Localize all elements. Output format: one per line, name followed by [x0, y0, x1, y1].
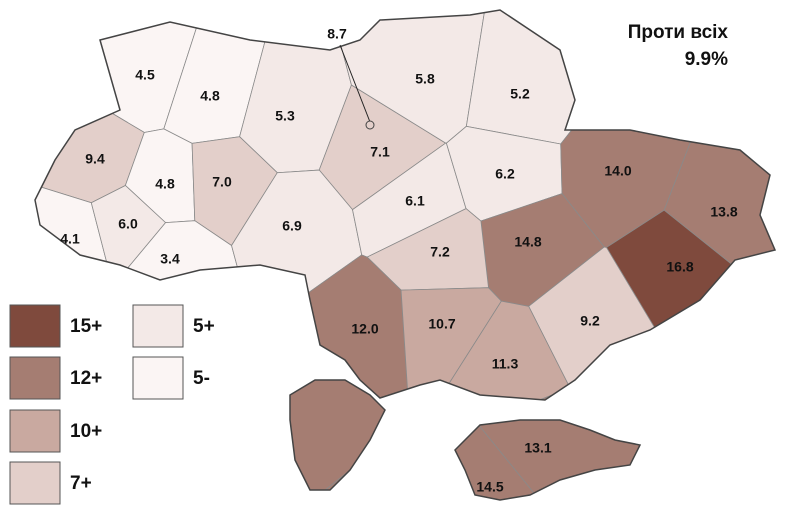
legend-label: 5-	[193, 368, 210, 389]
region-label: 10.7	[428, 316, 455, 332]
region-label: 9.2	[580, 313, 600, 329]
region-label: 4.5	[135, 67, 155, 83]
region-label: 7.2	[430, 244, 450, 260]
kyiv-city	[365, 120, 375, 130]
region	[477, 387, 775, 500]
region-label: 12.0	[351, 321, 378, 337]
region-label: 4.8	[200, 88, 220, 104]
labels: 4.5 4.8 5.3 8.7 7.1 5.8 5.2 9.4 4.8 7.0 4.1 6.0 3.4 6…	[60, 26, 738, 495]
region-label: 6.2	[495, 166, 515, 182]
region-label: 5.3	[275, 108, 295, 124]
region-label: 13.1	[524, 440, 551, 456]
total: 9.9%	[685, 49, 728, 70]
legend-swatch	[132, 356, 184, 400]
region-label: 6.1	[405, 193, 425, 209]
legend-label: 12+	[70, 368, 102, 389]
region-label: 14.5	[476, 479, 503, 495]
legend-label: 15+	[70, 316, 102, 337]
region-label: 9.4	[85, 151, 105, 167]
region-label: 4.1	[60, 231, 80, 247]
region-label: 8.7	[327, 26, 347, 42]
region-label: 16.8	[666, 259, 693, 275]
legend-swatch	[9, 304, 61, 348]
region-label: 3.4	[160, 251, 180, 267]
region-label: 14.0	[604, 163, 631, 179]
legend: 15+ 12+ 10+ 7+ 5+ 5-	[9, 304, 215, 505]
legend-label: 5+	[193, 316, 215, 337]
legend-swatch	[9, 356, 61, 400]
legend-swatch	[9, 461, 61, 505]
region-label: 7.1	[370, 144, 390, 160]
title: Проти всіх	[628, 22, 729, 43]
region-label: 6.9	[282, 218, 302, 234]
legend-swatch	[132, 304, 184, 348]
region-label: 13.8	[710, 204, 737, 220]
region-label: 6.0	[118, 216, 138, 232]
legend-label: 7+	[70, 473, 92, 494]
region-label: 14.8	[514, 234, 541, 250]
region-label: 11.3	[492, 356, 519, 372]
legend-swatch	[9, 409, 61, 453]
region	[605, 209, 775, 500]
leader-line	[339, 44, 371, 123]
region-label: 4.8	[155, 176, 175, 192]
region-label: 5.2	[510, 86, 530, 102]
region-label: 5.8	[415, 71, 435, 87]
region-label: 7.0	[212, 174, 232, 190]
legend-label: 10+	[70, 421, 102, 442]
